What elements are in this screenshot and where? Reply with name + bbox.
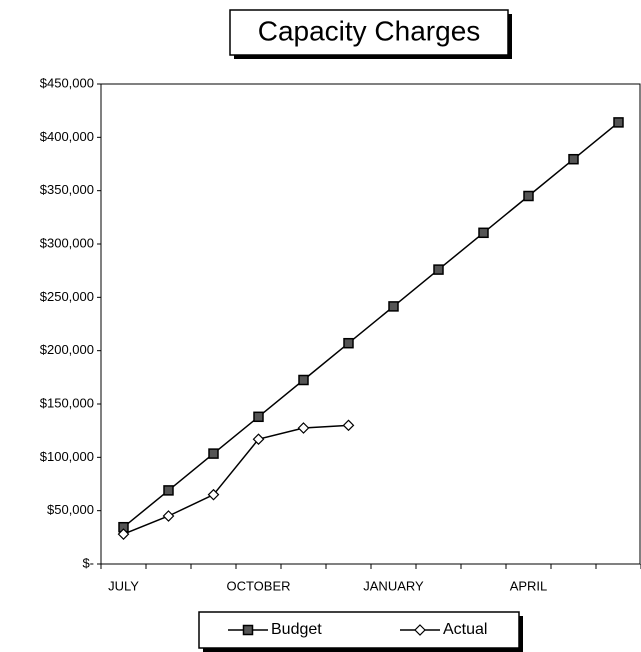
x-tick-label: JANUARY (363, 578, 424, 593)
x-tick-label: OCTOBER (226, 578, 290, 593)
y-tick-label: $150,000 (40, 395, 94, 410)
data-point (343, 337, 354, 349)
legend-label: Actual (443, 621, 487, 638)
y-tick-label: $300,000 (40, 235, 94, 250)
y-tick-label: $400,000 (40, 129, 94, 144)
y-tick-label: $200,000 (40, 342, 94, 357)
data-point (208, 448, 219, 459)
y-tick-label: $450,000 (40, 75, 94, 90)
data-point (478, 227, 489, 239)
data-point (117, 528, 130, 540)
legend-label: Budget (271, 621, 322, 638)
legend-marker (242, 624, 254, 636)
data-point (342, 419, 355, 432)
x-tick-label: APRIL (510, 578, 548, 593)
data-point (162, 510, 175, 522)
data-point (388, 301, 399, 312)
series-line (123, 424, 349, 535)
data-point (568, 153, 579, 165)
data-point (433, 264, 444, 275)
y-tick-label: $- (82, 555, 94, 570)
y-tick-label: $50,000 (47, 502, 94, 517)
legend-box (198, 611, 520, 649)
y-tick-label: $250,000 (40, 289, 94, 304)
data-point (297, 422, 310, 434)
x-tick-label: JULY (108, 578, 139, 593)
data-point (523, 190, 534, 202)
data-point (253, 411, 264, 423)
plot-area (100, 83, 641, 565)
data-point (252, 433, 265, 446)
data-point (613, 117, 624, 128)
legend-marker (414, 624, 426, 636)
title-box (229, 9, 509, 56)
data-point (298, 374, 309, 386)
data-point (207, 488, 220, 501)
series-line (123, 121, 619, 528)
chart-title: Capacity Charges (258, 15, 481, 46)
y-tick-label: $100,000 (40, 449, 94, 464)
y-tick-label: $350,000 (40, 182, 94, 197)
data-point (163, 485, 174, 496)
